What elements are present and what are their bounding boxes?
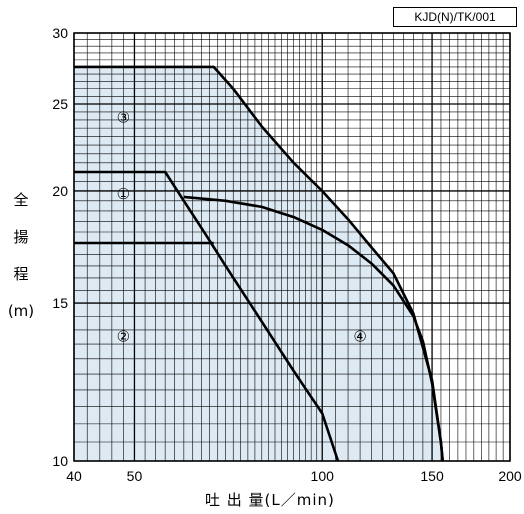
y-tick-label: 25 xyxy=(52,96,68,112)
curve-4 xyxy=(183,195,444,462)
x-tick-label: 200 xyxy=(498,468,522,484)
curve-label-1: ① xyxy=(117,185,130,203)
y-tick-label: 10 xyxy=(52,453,68,469)
axis-ticks: 40 50 100 150 200 10 15 20 25 30 xyxy=(52,25,521,484)
curve-label-3: ③ xyxy=(117,109,130,127)
operating-range-area xyxy=(74,66,443,462)
curve-labels: ① ② ③ ④ xyxy=(117,109,367,346)
x-tick-label: 40 xyxy=(66,468,82,484)
y-axis-label-char-1: 全 xyxy=(13,191,29,209)
operating-range-fill xyxy=(74,66,443,462)
y-tick-label: 15 xyxy=(52,295,68,311)
performance-curves xyxy=(74,65,444,462)
y-axis-label-char-2: 揚 xyxy=(13,228,29,246)
plot-frame xyxy=(73,32,511,462)
y-axis-label: 全 揚 程 (m) xyxy=(4,182,38,330)
y-tick-label: 30 xyxy=(52,25,68,41)
curve-label-2: ② xyxy=(117,328,130,346)
y-axis-label-unit: (m) xyxy=(7,302,35,320)
y-tick-label: 20 xyxy=(52,183,68,199)
x-tick-label: 50 xyxy=(127,468,143,484)
y-axis-label-char-3: 程 xyxy=(13,265,29,283)
x-tick-label: 100 xyxy=(311,468,335,484)
x-axis-label: 吐 出 量(L／min) xyxy=(205,491,335,509)
curve-label-4: ④ xyxy=(353,328,366,346)
curve-1 xyxy=(74,170,340,462)
chart-code-box: KJD(N)/TK/001 xyxy=(393,7,517,27)
x-tick-label: 150 xyxy=(420,468,444,484)
